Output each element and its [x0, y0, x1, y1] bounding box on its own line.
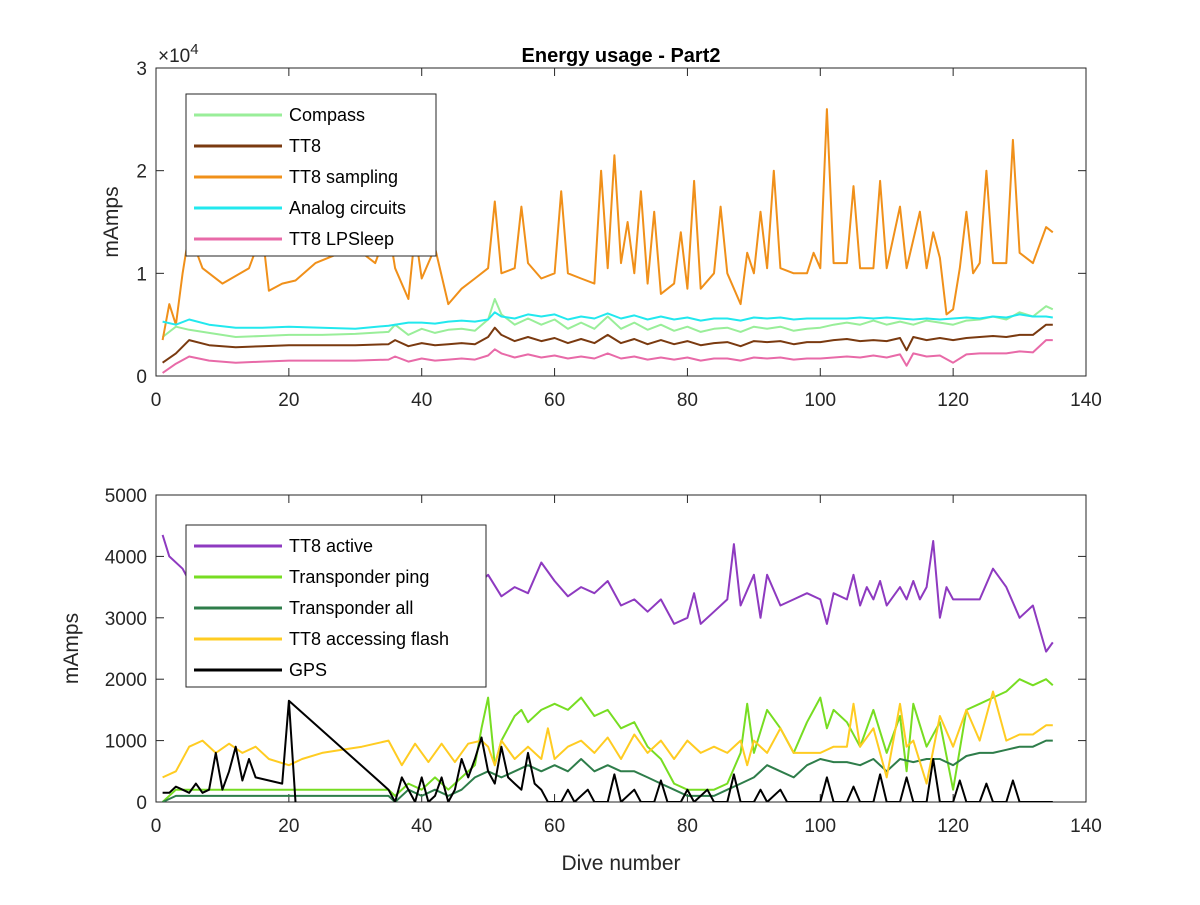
figure-title: Energy usage - Part2	[522, 45, 721, 67]
legend-label: Transponder all	[289, 598, 413, 618]
y-tick-label: 1	[136, 264, 147, 285]
x-tick-label: 60	[544, 816, 565, 837]
y-axis-label: mAmps	[100, 186, 123, 257]
x-tick-label: 0	[151, 816, 162, 837]
legend-label: TT8	[289, 136, 321, 156]
legend-label: Analog circuits	[289, 198, 406, 218]
top-axes: 0 20 40 60 80 100 120 140 0 1 2 3 ×104 mAmps Compass TT…	[100, 41, 1102, 411]
legend: Compass TT8 TT8 sampling Analog circuits TT8…	[185, 93, 437, 257]
x-tick-label: 140	[1070, 390, 1102, 411]
y-exponent-power: 4	[190, 41, 198, 58]
legend-box	[185, 93, 437, 257]
legend-label: TT8 active	[289, 536, 373, 556]
x-tick-label: 40	[411, 390, 432, 411]
x-tick-label: 60	[544, 390, 565, 411]
y-tick-label: 0	[136, 367, 147, 388]
series-line-analog-circuits	[162, 311, 1053, 330]
legend-box	[185, 524, 487, 688]
series-line-gps	[162, 699, 1053, 802]
y-exponent-label: ×104	[158, 41, 199, 67]
x-tick-label: 100	[804, 390, 836, 411]
legend: TT8 active Transponder ping Transponder al…	[185, 524, 487, 688]
legend-label: TT8 sampling	[289, 167, 398, 187]
x-axis-label: Dive number	[561, 852, 680, 875]
y-tick-label: 0	[136, 793, 147, 814]
y-tick-label: 1000	[105, 732, 147, 753]
series-line-tt8-lpsleep	[162, 339, 1053, 374]
legend-label: Transponder ping	[289, 567, 429, 587]
x-tick-label: 40	[411, 816, 432, 837]
x-tick-label: 0	[151, 390, 162, 411]
x-tick-label: 140	[1070, 816, 1102, 837]
x-tick-label: 120	[937, 390, 969, 411]
series-line-compass	[161, 298, 1054, 338]
y-tick-label: 2	[136, 162, 147, 183]
series-line-tt8	[162, 323, 1053, 364]
series-line-tt8-accessing-flash	[162, 690, 1053, 785]
x-tick-label: 100	[804, 816, 836, 837]
legend-label: Compass	[289, 105, 365, 125]
legend-label: GPS	[289, 660, 327, 680]
y-tick-label: 3000	[105, 609, 147, 630]
y-tick-label: 3	[136, 59, 147, 80]
y-tick-label: 2000	[105, 670, 147, 691]
y-tick-label: 4000	[105, 547, 147, 568]
x-tick-label: 80	[677, 816, 698, 837]
legend-label: TT8 LPSleep	[289, 229, 394, 249]
x-tick-label: 80	[677, 390, 698, 411]
x-tick-label: 20	[278, 816, 299, 837]
x-tick-label: 20	[278, 390, 299, 411]
y-tick-label: 5000	[105, 486, 147, 507]
legend-label: TT8 accessing flash	[289, 629, 449, 649]
bottom-axes: 0 20 40 60 80 100 120 140 0 1000 2000 3000 4000 5000 m…	[60, 486, 1102, 837]
series-line-transponder-ping	[161, 678, 1054, 802]
x-tick-label: 120	[937, 816, 969, 837]
y-axis-label: mAmps	[60, 613, 83, 684]
